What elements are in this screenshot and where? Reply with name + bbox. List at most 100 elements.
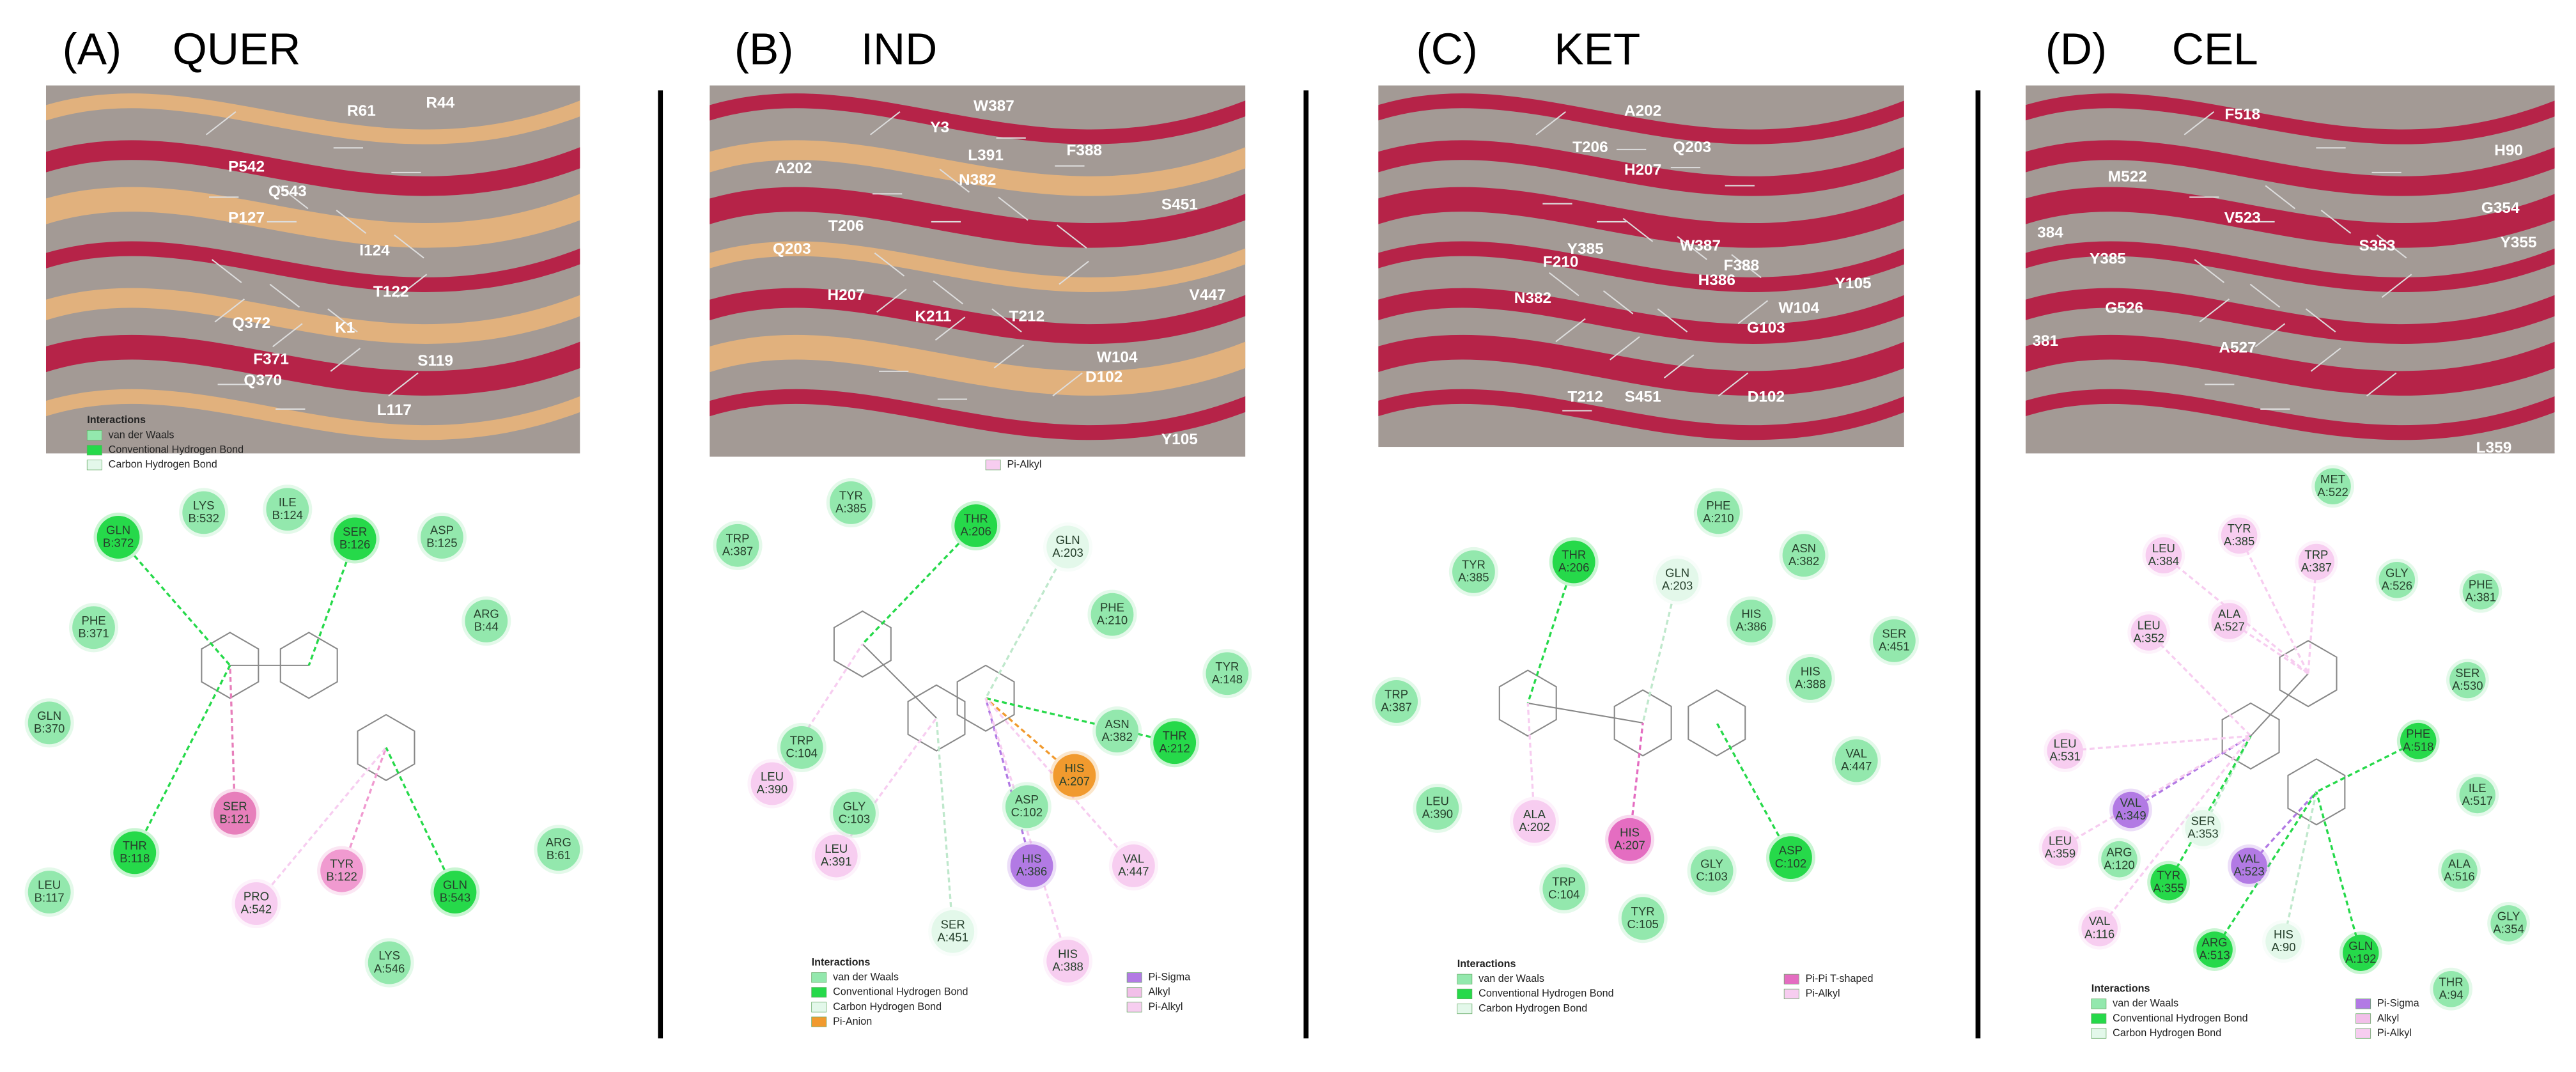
residue	[27, 701, 71, 745]
legend-swatch	[2355, 998, 2371, 1009]
residue	[1513, 800, 1556, 843]
stick	[2265, 185, 2296, 210]
legend-swatch	[1126, 972, 1142, 983]
stick	[394, 234, 424, 259]
residue-id: A:352	[2134, 632, 2164, 645]
residue	[1375, 680, 1418, 723]
residue-name: TYR	[1462, 558, 1486, 571]
residue-name: SER	[2455, 666, 2479, 680]
interaction-line	[307, 538, 356, 666]
residue-name: LYS	[193, 499, 215, 512]
residue-name: LEU	[2049, 834, 2072, 847]
ligand-ring	[1498, 669, 1557, 737]
legend-text: Conventional Hydrogen Bond	[833, 986, 968, 998]
residue-id: A:381	[2465, 590, 2496, 603]
interaction-line	[935, 718, 954, 932]
ribbon	[710, 140, 1246, 196]
residue-id: C:104	[786, 747, 818, 760]
residue-id: A:202	[1519, 820, 1549, 834]
legend-swatch	[811, 1002, 827, 1013]
stick	[870, 111, 901, 136]
ribbon	[2025, 140, 2555, 196]
residue-name: ASP	[430, 524, 454, 537]
stick	[991, 308, 1022, 332]
residue	[1206, 652, 1249, 695]
residue-name: LEU	[1426, 795, 1449, 808]
residue	[1788, 657, 1832, 700]
stick	[2249, 283, 2281, 308]
stick	[2254, 323, 2286, 348]
stick	[330, 348, 361, 372]
residue-id: A:94	[2439, 988, 2463, 1001]
ribbon	[710, 187, 1246, 248]
residue-name: TRP	[726, 531, 750, 545]
ribbons	[1378, 93, 1904, 440]
residue	[1835, 739, 1878, 782]
residue	[2441, 852, 2478, 889]
residue-name: HIS	[1058, 947, 1078, 961]
structure-label: D102	[1085, 369, 1122, 386]
residue-id: A:192	[2345, 952, 2376, 965]
legend-swatch	[811, 972, 827, 983]
residue-id: A:386	[1016, 865, 1047, 878]
residue-name: PHE	[2469, 577, 2493, 591]
legend-text: Pi-Pi T-shaped	[1806, 973, 1874, 984]
residue-name: THR	[1163, 729, 1187, 742]
stick	[2381, 274, 2412, 299]
ribbon	[45, 241, 580, 292]
structure-label: Y3	[930, 119, 949, 136]
legend-swatch	[2091, 1028, 2107, 1039]
stick	[2310, 348, 2341, 372]
residue-name: PHE	[82, 614, 106, 627]
interaction-line	[2307, 561, 2318, 674]
residue-name: THR	[964, 512, 988, 525]
interaction-line	[117, 536, 231, 666]
structure-label: W387	[1680, 237, 1721, 254]
legend-title: Interactions	[1457, 958, 1516, 970]
residue-name: PHE	[2406, 727, 2430, 740]
residue-name: MET	[2320, 472, 2345, 486]
residue	[1696, 491, 1740, 534]
ligand-ring	[833, 610, 892, 678]
stick	[269, 283, 300, 308]
residue-id: A:530	[2452, 679, 2483, 692]
ribbon	[45, 389, 580, 440]
structure-label: V447	[1190, 286, 1226, 304]
residue-id: B:121	[219, 812, 250, 825]
residue	[368, 941, 411, 984]
residue-name: ILE	[2469, 781, 2487, 795]
residue-id: A:451	[938, 930, 968, 944]
interaction-line	[2316, 740, 2419, 793]
panel-name: KET	[1554, 24, 1640, 74]
structure-label: N382	[959, 171, 996, 189]
residue-id: A:531	[2049, 750, 2080, 763]
residue-id: C:105	[1627, 917, 1658, 931]
structure-label: Q543	[268, 183, 307, 200]
stick	[2376, 234, 2407, 259]
structure-label: Y105	[1161, 431, 1198, 448]
ribbon	[45, 335, 580, 396]
stick	[2199, 298, 2230, 323]
interaction-line	[255, 747, 387, 905]
stick	[1059, 260, 1089, 285]
residue	[1053, 754, 1096, 797]
residue-name: HIS	[2274, 928, 2293, 941]
panel-label: (C)	[1416, 24, 1477, 74]
residue-name: VAL	[2089, 914, 2111, 928]
residue-name: LEU	[2138, 619, 2161, 632]
structure-label: P542	[228, 159, 265, 176]
ligand-ring	[907, 684, 966, 752]
residue-name: SER	[223, 799, 247, 812]
ribbon	[2025, 93, 2555, 144]
structure-label: T212	[1567, 388, 1603, 405]
stick	[1602, 290, 1634, 315]
residue-id: A:384	[2148, 554, 2179, 568]
interaction-line	[385, 747, 456, 893]
residue-name: GLN	[443, 878, 467, 892]
ligand-ring	[1688, 689, 1746, 757]
structure-label: G354	[2481, 199, 2520, 217]
interaction-line	[984, 697, 1135, 867]
structure-label: Q372	[232, 315, 270, 332]
residue	[2378, 561, 2416, 598]
residue	[182, 491, 226, 534]
